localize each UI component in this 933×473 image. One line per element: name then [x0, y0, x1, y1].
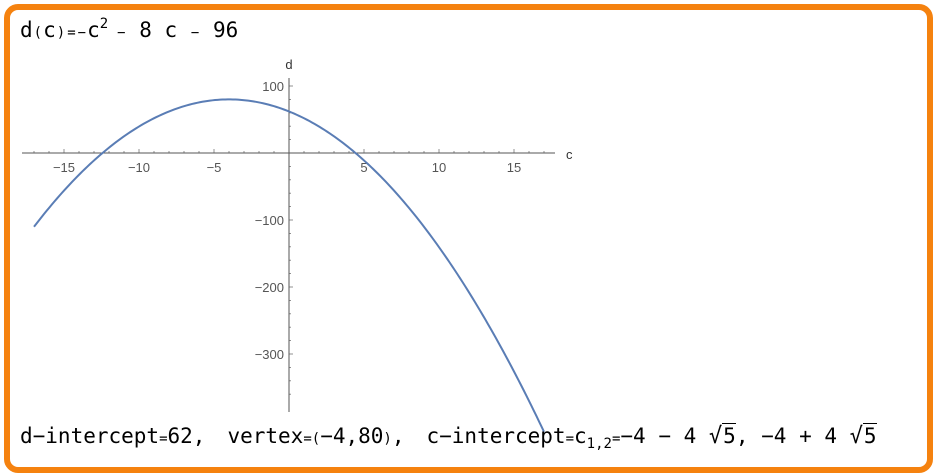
- output-frame: [4, 4, 933, 473]
- x-tick-label: −5: [207, 160, 222, 175]
- root-2-radicand: 5: [862, 423, 877, 448]
- term-96: 96: [212, 18, 239, 42]
- x-tick-label: −10: [128, 160, 150, 175]
- func-var: c: [43, 18, 56, 42]
- y-axis-label: d: [285, 57, 292, 72]
- root-1-radicand: 5: [722, 423, 736, 448]
- root-2-prefix: −4 + 4: [761, 424, 837, 448]
- paren-close: ): [56, 25, 66, 41]
- c-symbol: c: [574, 424, 587, 448]
- y-tick-label: −100: [255, 213, 284, 228]
- x-tick-label: 15: [507, 160, 521, 175]
- minus-sign-1: −: [117, 25, 126, 41]
- x-tick-label: 10: [432, 160, 446, 175]
- paren-open: (: [33, 25, 43, 41]
- roots-separator: ,: [735, 424, 749, 448]
- y-tick-label: 100: [262, 79, 284, 94]
- root-1-prefix: −4 − 4: [620, 424, 697, 448]
- d-intercept-label: d−intercept: [20, 424, 160, 448]
- x-tick-label: 5: [360, 160, 367, 175]
- tick-labels-layer: −15 −10 −5 5 10 15 100 −100 −200 −300: [53, 79, 521, 362]
- c-intercept-equals-2: =: [611, 431, 621, 447]
- vertex-comma: ,: [391, 424, 405, 448]
- term-8c: 8 c: [139, 18, 178, 42]
- parabola-curve: [33, 98, 545, 433]
- minus-sign-2: −: [190, 25, 200, 41]
- x-axis-label: c: [566, 147, 573, 162]
- d-intercept-equals: =: [159, 431, 168, 447]
- d-intercept-value: 62,: [167, 424, 206, 448]
- exponent: 2: [99, 16, 109, 32]
- function-definition: d(c) = −c2− 8 c − 96: [20, 17, 239, 42]
- sqrt-root-2: √5: [849, 423, 877, 449]
- y-tick-label: −200: [255, 280, 284, 295]
- vertex-paren-close: ): [383, 431, 392, 447]
- func-name: d: [20, 18, 33, 42]
- c-subscript: 1,2: [586, 436, 612, 453]
- equals-sign: =: [67, 25, 76, 41]
- vertex-value: −4,80: [320, 424, 384, 448]
- term-c: c: [87, 18, 100, 42]
- c-intercept-label: c−intercept: [426, 424, 566, 448]
- vertex-equals: =: [303, 431, 312, 447]
- sqrt-root-1: √5: [708, 423, 736, 449]
- y-tick-label: −300: [255, 347, 284, 362]
- negative-sign: −: [77, 25, 87, 41]
- vertex-paren-open: (: [311, 431, 321, 447]
- c-intercept-equals: =: [565, 431, 575, 447]
- properties-line: d−intercept=62, vertex=(−4,80), c−intercep…: [20, 423, 877, 453]
- x-tick-label: −15: [53, 160, 75, 175]
- vertex-label: vertex: [227, 424, 304, 448]
